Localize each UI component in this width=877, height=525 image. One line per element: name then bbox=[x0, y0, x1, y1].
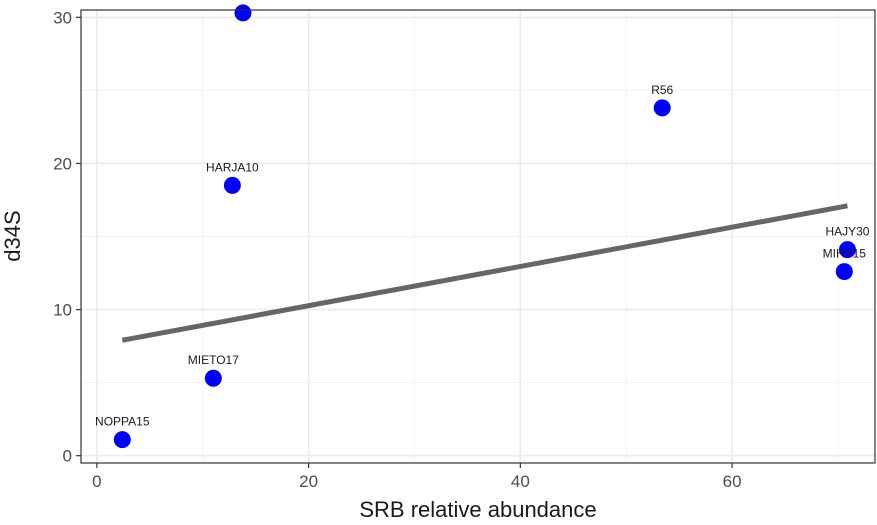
x-axis-ticks: 0 20 40 60 bbox=[92, 463, 742, 491]
trend-line-layer bbox=[121, 203, 848, 343]
y-axis-ticks: 0 10 20 30 bbox=[53, 8, 81, 466]
y-tick-label: 20 bbox=[53, 154, 72, 173]
x-axis-title: SRB relative abundance bbox=[359, 497, 596, 522]
point-label: MIETO17 bbox=[188, 353, 239, 367]
data-point bbox=[204, 369, 222, 387]
data-point bbox=[835, 263, 853, 281]
data-point bbox=[653, 99, 671, 117]
point-label: R56 bbox=[651, 83, 673, 97]
point-label: HAJY30 bbox=[825, 225, 869, 239]
x-tick-label: 60 bbox=[723, 472, 742, 491]
point-label: HARJA10 bbox=[206, 160, 259, 174]
data-point bbox=[223, 176, 241, 194]
data-point bbox=[234, 4, 252, 22]
x-tick-label: 40 bbox=[511, 472, 530, 491]
y-tick-label: 10 bbox=[53, 301, 72, 320]
x-tick-label: 0 bbox=[92, 472, 101, 491]
y-tick-label: 30 bbox=[53, 8, 72, 27]
data-point bbox=[838, 241, 856, 259]
point-label: LOHI30 bbox=[222, 0, 264, 2]
point-label: NOPPA15 bbox=[95, 415, 150, 429]
point-label: MIHY15 bbox=[823, 247, 867, 261]
x-tick-label: 20 bbox=[299, 472, 318, 491]
data-point bbox=[113, 431, 131, 449]
panel-border bbox=[80, 9, 876, 464]
y-axis-title: d34S bbox=[0, 210, 25, 261]
y-tick-label: 0 bbox=[63, 447, 72, 466]
grid-lines bbox=[81, 10, 875, 463]
data-points bbox=[113, 4, 856, 449]
trend-line bbox=[121, 203, 848, 343]
point-labels: LOHI30 R56 HARJA10 HAJY30 MIHY15 MIETO17 NOPPA… bbox=[95, 0, 870, 429]
